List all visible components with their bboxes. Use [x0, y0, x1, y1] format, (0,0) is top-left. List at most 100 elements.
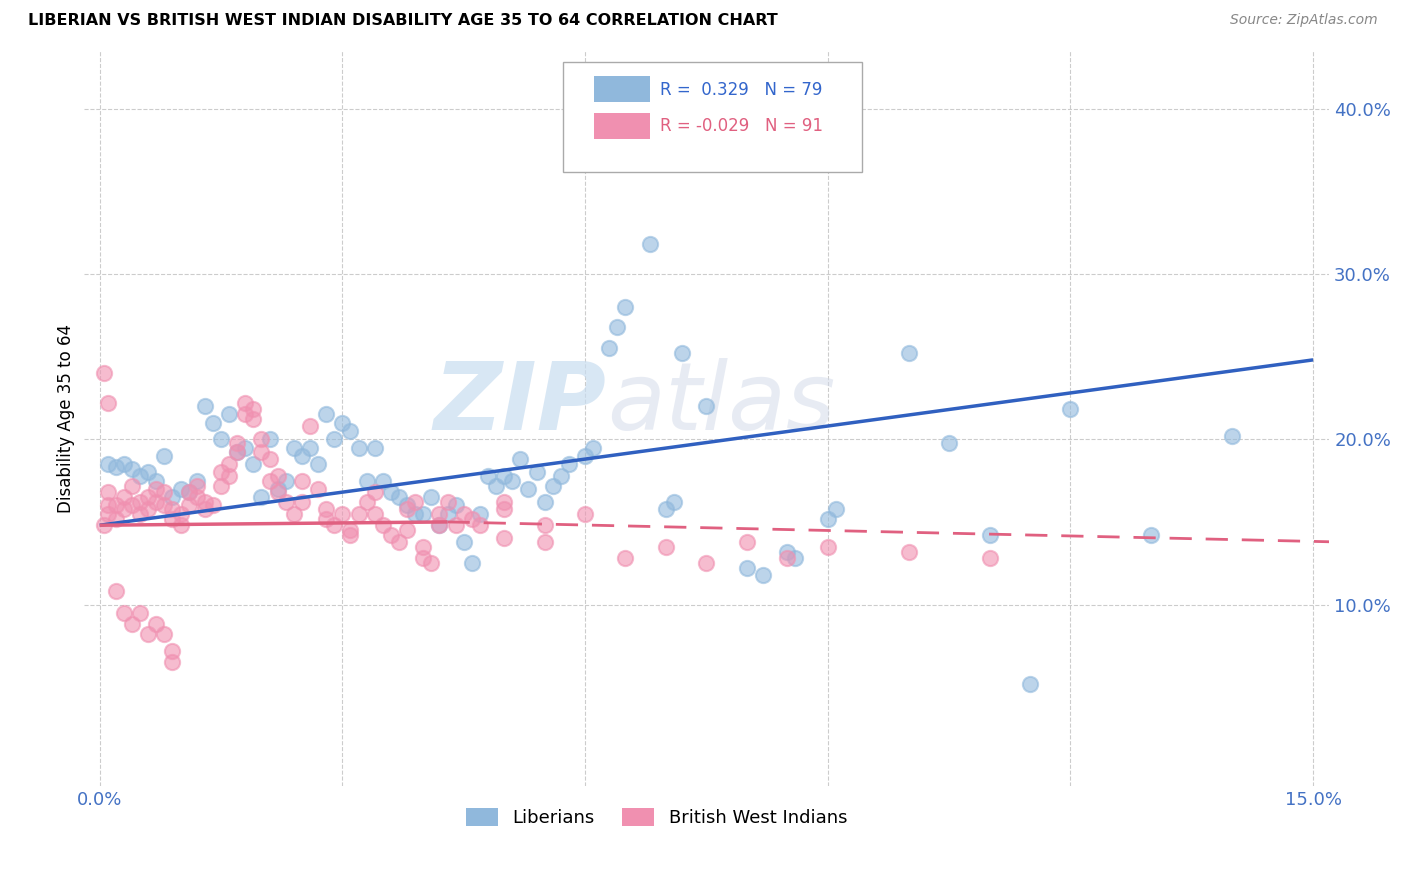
Point — [97, 499, 120, 513]
Point — [266, 468, 288, 483]
Point — [121, 617, 143, 632]
Point — [250, 490, 273, 504]
Point — [242, 402, 264, 417]
Point — [274, 474, 297, 488]
Point — [104, 584, 127, 599]
Point — [444, 499, 467, 513]
Point — [938, 435, 960, 450]
Point — [169, 518, 191, 533]
Point — [461, 511, 484, 525]
Point — [250, 432, 273, 446]
Point — [380, 485, 402, 500]
Point — [169, 507, 191, 521]
Point — [129, 507, 152, 521]
Point — [112, 606, 135, 620]
Text: atlas: atlas — [607, 359, 835, 450]
Point — [785, 551, 807, 566]
Point — [194, 399, 217, 413]
Point — [218, 457, 240, 471]
Point — [162, 644, 184, 658]
Point — [356, 495, 378, 509]
Point — [671, 346, 693, 360]
Point — [364, 485, 387, 500]
Point — [380, 528, 402, 542]
Point — [662, 495, 685, 509]
Point — [332, 416, 354, 430]
Point — [323, 518, 346, 533]
Point — [614, 551, 637, 566]
Point — [979, 528, 1001, 542]
Point — [104, 511, 127, 525]
Point — [209, 466, 232, 480]
Point — [897, 544, 920, 558]
Point — [177, 485, 200, 500]
Point — [396, 501, 419, 516]
Point — [347, 441, 370, 455]
Point — [233, 441, 256, 455]
Point — [541, 478, 564, 492]
Point — [420, 556, 443, 570]
Point — [509, 452, 531, 467]
Point — [226, 435, 249, 450]
Point — [1140, 528, 1163, 542]
Point — [412, 551, 434, 566]
Point — [695, 399, 717, 413]
Point — [752, 567, 775, 582]
Point — [436, 507, 458, 521]
Point — [461, 556, 484, 570]
Point — [218, 468, 240, 483]
Point — [153, 499, 176, 513]
Point — [550, 468, 572, 483]
Point — [201, 416, 224, 430]
Point — [315, 511, 337, 525]
Point — [332, 507, 354, 521]
FancyBboxPatch shape — [595, 77, 651, 103]
Point — [136, 627, 159, 641]
Point — [177, 485, 200, 500]
Point — [371, 518, 394, 533]
Point — [364, 441, 387, 455]
Point — [298, 419, 321, 434]
Point — [209, 478, 232, 492]
Point — [136, 490, 159, 504]
Point — [259, 432, 281, 446]
Point — [526, 466, 548, 480]
Point — [533, 518, 555, 533]
Point — [121, 462, 143, 476]
Point — [145, 495, 167, 509]
Point — [494, 468, 516, 483]
Point — [356, 474, 378, 488]
Text: ZIP: ZIP — [434, 358, 607, 450]
Point — [162, 511, 184, 525]
Point — [97, 485, 120, 500]
Point — [97, 507, 120, 521]
Point — [162, 501, 184, 516]
Point — [97, 396, 120, 410]
Point — [186, 474, 208, 488]
Point — [655, 540, 678, 554]
Point — [517, 482, 540, 496]
Point — [735, 561, 758, 575]
Point — [695, 556, 717, 570]
Legend: Liberians, British West Indians: Liberians, British West Indians — [457, 799, 856, 837]
Point — [291, 495, 314, 509]
Point — [339, 424, 361, 438]
Point — [242, 412, 264, 426]
Point — [129, 468, 152, 483]
Text: Source: ZipAtlas.com: Source: ZipAtlas.com — [1230, 13, 1378, 28]
Point — [735, 534, 758, 549]
Point — [533, 495, 555, 509]
Point — [145, 617, 167, 632]
Point — [817, 511, 839, 525]
Point — [121, 478, 143, 492]
Point — [558, 457, 581, 471]
Point — [112, 490, 135, 504]
Point — [533, 534, 555, 549]
Point — [283, 507, 305, 521]
Point — [429, 507, 451, 521]
Point — [136, 466, 159, 480]
Point — [598, 341, 620, 355]
Point — [209, 432, 232, 446]
Point — [266, 482, 288, 496]
Point — [169, 482, 191, 496]
